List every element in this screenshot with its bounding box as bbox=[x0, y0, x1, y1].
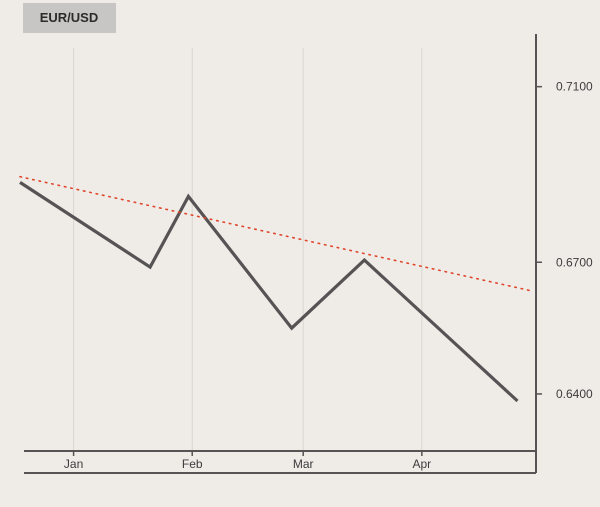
x-tick-label-jan: Jan bbox=[64, 457, 83, 471]
x-tick-label-mar: Mar bbox=[293, 457, 314, 471]
series bbox=[19, 175, 530, 403]
x-gridlines bbox=[73, 48, 423, 451]
y-tick-label: 0.6700 bbox=[556, 255, 593, 269]
price-line bbox=[19, 181, 519, 403]
x-tick-label-apr: Apr bbox=[412, 457, 431, 471]
axes bbox=[24, 34, 537, 474]
trend-line bbox=[19, 175, 530, 292]
chart-title: EUR/USD bbox=[40, 10, 99, 25]
x-ticks: Jan Feb Mar Apr bbox=[64, 451, 431, 471]
y-ticks: 0.6400 0.6700 0.7100 bbox=[536, 80, 593, 401]
x-tick-label-feb: Feb bbox=[182, 457, 203, 471]
y-tick-label: 0.7100 bbox=[556, 80, 593, 94]
chart-title-badge bbox=[23, 3, 116, 33]
y-tick-label: 0.6400 bbox=[556, 387, 593, 401]
